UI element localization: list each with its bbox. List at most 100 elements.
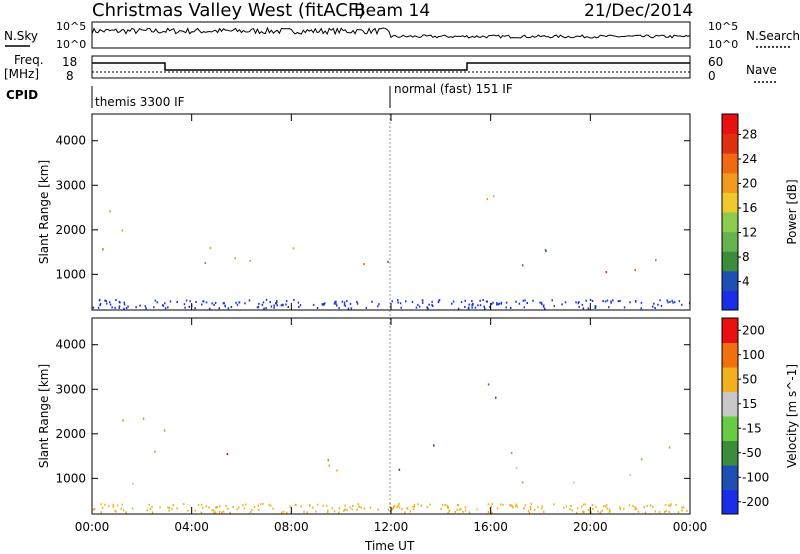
scatter-cell [98,299,101,302]
scatter-cell [399,302,402,305]
scatter-cell [322,303,324,306]
scatter-cell [553,305,555,308]
scatter-cell [112,503,114,506]
scatter-cell [335,300,337,303]
scatter-cell [524,299,526,302]
scatter-cell [551,299,553,302]
scatter-cell [222,302,225,305]
scatter-cell [502,503,504,506]
scatter-cell [462,510,464,513]
scatter-cell [510,307,512,309]
scatter-cell [316,503,319,506]
scatter-cell [655,259,657,262]
scatter-cell [515,466,518,470]
scatter-cell [511,505,513,508]
velocity-y-axis-label: Slant Range [km] [37,364,51,468]
x-tick-label: 12:00 [374,520,409,534]
scatter-cell [336,304,338,307]
scatter-cell [563,506,565,509]
scatter-cell [324,302,326,305]
scatter-cell [575,511,578,514]
nsky-label: N.Sky [4,29,38,43]
scatter-cell [530,508,532,511]
freq-trace [92,62,690,71]
scatter-cell [164,307,167,310]
scatter-cell [447,506,449,509]
y-tick-label: 3000 [55,178,86,192]
scatter-cell [265,307,267,310]
scatter-cell [619,506,621,509]
scatter-cell [664,510,666,513]
scatter-cell [541,505,543,508]
scatter-cell [610,301,612,304]
scatter-cell [433,444,435,447]
x-tick-label: 08:00 [274,520,309,534]
scatter-cell [131,507,134,510]
scatter-cell [417,303,419,306]
scatter-cell [356,300,358,303]
scatter-cell [665,509,667,512]
scatter-cell [540,301,543,304]
scatter-cell [396,506,398,509]
scatter-cell [377,305,379,308]
scatter-cell [397,504,399,507]
scatter-cell [154,299,157,302]
scatter-cell [582,510,584,513]
scatter-cell [195,301,197,303]
scatter-cell [227,307,230,310]
scatter-cell [650,504,652,507]
scatter-cell [587,508,590,511]
scatter-cell [458,508,461,511]
scatter-cell [391,300,393,303]
scatter-cell [468,306,470,309]
scatter-cell [487,383,490,386]
scatter-cell [612,299,614,302]
scatter-cell [176,301,178,303]
scatter-cell [251,508,253,511]
scatter-cell [491,503,493,505]
scatter-cell [232,506,234,508]
scatter-cell [263,307,265,310]
scatter-cell [234,257,237,260]
colorbar-segment [722,489,738,515]
scatter-cell [491,511,493,514]
scatter-cell [327,509,329,512]
scatter-cell [351,508,353,511]
nsky-tick-bottom: 10^0 [56,38,86,51]
scatter-cell [194,307,196,310]
colorbar-tick-label: 200 [742,323,765,337]
scatter-cell [142,417,145,420]
scatter-cell [456,508,458,511]
colorbar-tick-label: -200 [742,495,769,509]
scatter-cell [244,302,246,305]
colorbar-segment [722,440,738,466]
scatter-cell [569,508,571,511]
scatter-cell [474,306,477,309]
scatter-cell [292,247,295,250]
scatter-cell [211,509,213,512]
scatter-cell [591,504,594,506]
scatter-cell [527,509,530,512]
scatter-cell [257,504,259,507]
scatter-cell [515,503,518,506]
colorbar-segment [722,153,738,174]
scatter-cell [213,303,215,306]
scatter-cell [346,300,348,303]
plot-title: Christmas Valley West (fitACF) [92,0,365,21]
scatter-cell [516,505,519,508]
scatter-cell [225,505,227,507]
x-tick-label: 00:00 [75,520,110,534]
scatter-cell [316,307,319,309]
scatter-cell [634,506,636,509]
scatter-cell [389,503,391,506]
scatter-cell [392,507,395,509]
scatter-cell [104,503,106,506]
scatter-cell [398,502,400,505]
scatter-cell [300,505,302,508]
power-panel: 1000 2000 3000 4000 Slant Range [km] 4 8 12 16… [37,113,799,311]
scatter-cell [406,507,408,510]
scatter-cell [483,305,485,308]
scatter-cell [619,300,621,302]
scatter-cell [213,511,215,514]
scatter-cell [224,304,226,307]
